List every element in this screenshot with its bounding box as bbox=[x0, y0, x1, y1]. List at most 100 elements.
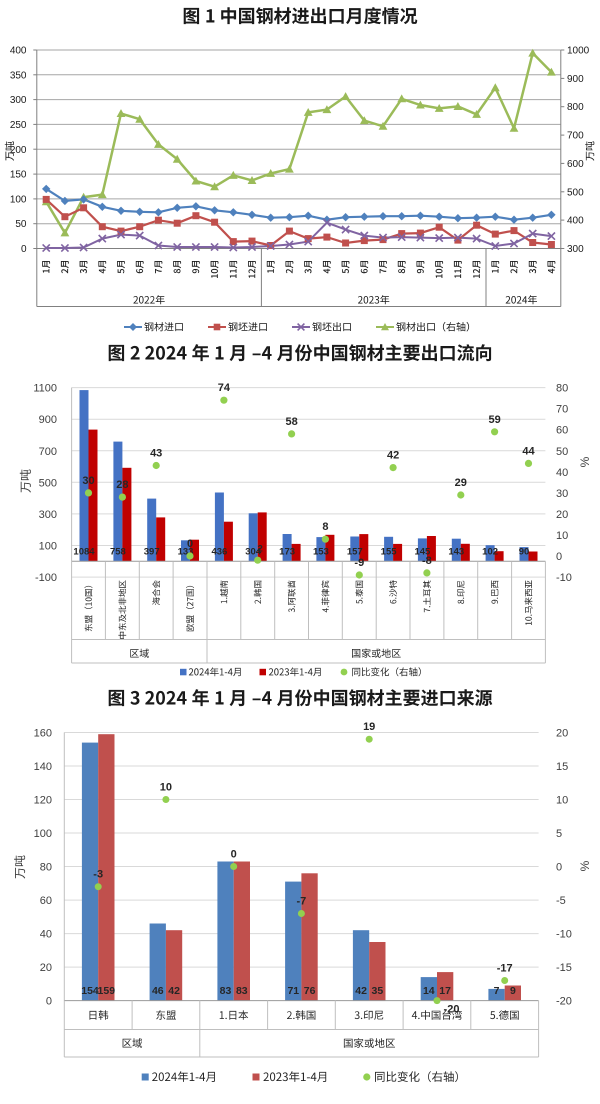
svg-text:350: 350 bbox=[10, 70, 27, 81]
svg-text:20: 20 bbox=[556, 509, 568, 521]
svg-text:436: 436 bbox=[211, 547, 227, 558]
svg-text:145: 145 bbox=[414, 547, 431, 558]
svg-text:5: 5 bbox=[556, 828, 562, 840]
svg-text:15: 15 bbox=[556, 761, 568, 773]
svg-text:71: 71 bbox=[287, 985, 299, 997]
svg-text:102: 102 bbox=[482, 547, 498, 558]
svg-text:700: 700 bbox=[567, 131, 584, 142]
svg-text:157: 157 bbox=[347, 547, 363, 558]
svg-text:100: 100 bbox=[10, 194, 27, 205]
svg-text:-3: -3 bbox=[93, 869, 103, 881]
svg-text:-15: -15 bbox=[556, 962, 572, 974]
svg-text:7: 7 bbox=[494, 985, 500, 997]
svg-text:60: 60 bbox=[556, 425, 568, 437]
svg-text:50: 50 bbox=[556, 446, 568, 458]
svg-text:133: 133 bbox=[178, 547, 194, 558]
svg-text:600: 600 bbox=[567, 159, 584, 170]
svg-text:300: 300 bbox=[39, 509, 57, 521]
svg-text:10: 10 bbox=[160, 782, 172, 794]
svg-text:%: % bbox=[578, 860, 592, 871]
svg-text:60: 60 bbox=[40, 895, 52, 907]
svg-text:40: 40 bbox=[40, 929, 52, 941]
svg-text:42: 42 bbox=[168, 985, 180, 997]
svg-text:400: 400 bbox=[567, 216, 584, 227]
svg-text:154: 154 bbox=[81, 985, 99, 997]
svg-text:42: 42 bbox=[355, 985, 367, 997]
svg-text:397: 397 bbox=[144, 547, 160, 558]
svg-text:1084: 1084 bbox=[73, 547, 95, 558]
svg-text:35: 35 bbox=[372, 985, 384, 997]
svg-text:58: 58 bbox=[285, 416, 297, 428]
svg-text:-20: -20 bbox=[556, 996, 572, 1008]
svg-text:40: 40 bbox=[556, 467, 568, 479]
svg-text:8: 8 bbox=[322, 521, 328, 533]
svg-text:155: 155 bbox=[381, 547, 398, 558]
svg-text:0: 0 bbox=[556, 551, 562, 563]
svg-text:300: 300 bbox=[10, 95, 27, 106]
svg-text:9: 9 bbox=[510, 985, 516, 997]
svg-text:83: 83 bbox=[236, 985, 248, 997]
svg-text:100: 100 bbox=[39, 541, 57, 553]
svg-text:17: 17 bbox=[439, 985, 451, 997]
svg-text:304: 304 bbox=[245, 547, 262, 558]
svg-text:%: % bbox=[578, 456, 592, 467]
svg-text:-100: -100 bbox=[35, 572, 57, 584]
svg-text:0: 0 bbox=[556, 862, 562, 874]
svg-text:43: 43 bbox=[150, 448, 162, 460]
svg-text:800: 800 bbox=[567, 102, 584, 113]
svg-text:700: 700 bbox=[39, 446, 57, 458]
svg-text:250: 250 bbox=[10, 120, 27, 131]
svg-text:758: 758 bbox=[110, 547, 126, 558]
svg-text:42: 42 bbox=[387, 450, 399, 462]
svg-text:30: 30 bbox=[556, 488, 568, 500]
svg-text:74: 74 bbox=[218, 382, 231, 394]
svg-text:200: 200 bbox=[10, 145, 27, 156]
svg-text:50: 50 bbox=[15, 219, 27, 230]
svg-text:59: 59 bbox=[488, 414, 500, 426]
svg-text:76: 76 bbox=[304, 985, 316, 997]
svg-text:1100: 1100 bbox=[33, 383, 57, 395]
svg-text:153: 153 bbox=[313, 547, 329, 558]
svg-text:2: 2 bbox=[258, 544, 263, 555]
svg-text:150: 150 bbox=[10, 170, 27, 181]
svg-text:28: 28 bbox=[116, 479, 128, 491]
svg-text:0: 0 bbox=[231, 849, 237, 861]
svg-text:143: 143 bbox=[448, 547, 464, 558]
svg-text:-17: -17 bbox=[497, 963, 513, 975]
svg-text:10: 10 bbox=[556, 795, 568, 807]
svg-text:90: 90 bbox=[519, 547, 530, 558]
svg-text:300: 300 bbox=[567, 244, 584, 255]
svg-text:19: 19 bbox=[363, 721, 375, 733]
svg-text:80: 80 bbox=[556, 383, 568, 395]
svg-text:14: 14 bbox=[423, 985, 435, 997]
svg-text:1000: 1000 bbox=[567, 46, 590, 57]
svg-text:29: 29 bbox=[455, 477, 467, 489]
svg-text:0: 0 bbox=[46, 996, 52, 1008]
svg-text:0: 0 bbox=[187, 538, 193, 550]
svg-text:900: 900 bbox=[39, 414, 57, 426]
svg-text:10: 10 bbox=[556, 530, 568, 542]
svg-text:-20: -20 bbox=[444, 1004, 460, 1016]
svg-text:173: 173 bbox=[279, 547, 295, 558]
svg-text:-9: -9 bbox=[354, 557, 364, 569]
svg-text:80: 80 bbox=[40, 862, 52, 874]
svg-text:70: 70 bbox=[556, 404, 568, 416]
svg-text:44: 44 bbox=[522, 445, 535, 457]
svg-text:20: 20 bbox=[556, 728, 568, 740]
svg-text:900: 900 bbox=[567, 74, 584, 85]
svg-text:500: 500 bbox=[39, 477, 57, 489]
svg-text:500: 500 bbox=[567, 187, 584, 198]
svg-text:160: 160 bbox=[34, 728, 52, 740]
svg-text:-10: -10 bbox=[556, 572, 572, 584]
svg-text:140: 140 bbox=[34, 761, 52, 773]
svg-text:100: 100 bbox=[34, 828, 52, 840]
svg-text:46: 46 bbox=[152, 985, 164, 997]
svg-text:-5: -5 bbox=[556, 895, 566, 907]
svg-text:120: 120 bbox=[34, 795, 52, 807]
svg-text:30: 30 bbox=[82, 475, 94, 487]
svg-text:-10: -10 bbox=[556, 929, 572, 941]
svg-text:83: 83 bbox=[220, 985, 232, 997]
svg-text:159: 159 bbox=[98, 985, 116, 997]
svg-text:400: 400 bbox=[10, 46, 27, 57]
svg-text:20: 20 bbox=[40, 962, 52, 974]
